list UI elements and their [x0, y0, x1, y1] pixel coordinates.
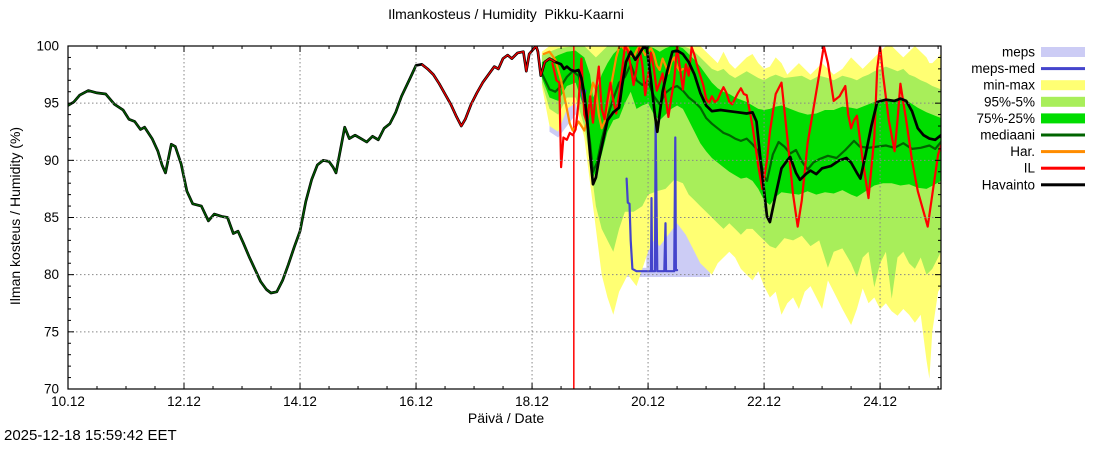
- y-tick-label: 70: [44, 382, 59, 397]
- x-axis-label: Päivä / Date: [467, 410, 545, 426]
- legend-label: 75%-25%: [976, 111, 1035, 126]
- legend-item-75-25-: 75%-25%: [976, 111, 1085, 126]
- legend-item-meps-med: meps-med: [971, 61, 1085, 76]
- x-tick-label: 14.12: [283, 394, 317, 409]
- plot-timestamp: 2025-12-18 15:59:42 EET: [4, 427, 177, 444]
- legend-swatch-line: [1041, 133, 1085, 137]
- legend-label: meps: [1002, 45, 1035, 60]
- y-tick-label: 100: [36, 39, 59, 54]
- gridlines: [68, 46, 941, 389]
- legend-swatch-line: [1041, 166, 1085, 170]
- x-tick-label: 16.12: [399, 394, 433, 409]
- x-tick-label: 20.12: [631, 394, 665, 409]
- legend-swatch-line: [1041, 183, 1085, 187]
- legend-label: meps-med: [971, 61, 1035, 76]
- plot-area: [68, 46, 941, 389]
- legend-item-mediaani: mediaani: [980, 128, 1085, 143]
- series-il-history: [421, 46, 556, 127]
- tick-labels: 10.12 12.12 14.12 16.12 18.12 20.12 22.12 24.12…: [36, 39, 897, 410]
- legend-item-har-: Har.: [1010, 144, 1085, 159]
- x-tick-label: 18.12: [515, 394, 549, 409]
- legend-label: Har.: [1010, 144, 1035, 159]
- y-axis-label: Ilman kosteus / Humidity (%): [7, 126, 23, 306]
- legend-swatch-line: [1041, 67, 1085, 71]
- axis-ticks: [67, 45, 941, 390]
- y-tick-label: 80: [44, 267, 59, 282]
- legend-label: mediaani: [980, 128, 1035, 143]
- x-tick-label: 10.12: [51, 394, 85, 409]
- series-mediaani-line: [540, 63, 941, 182]
- x-tick-label: 12.12: [167, 394, 201, 409]
- y-tick-label: 85: [44, 210, 59, 225]
- legend-swatch-band: [1041, 47, 1085, 57]
- legend-label: 95%-5%: [984, 94, 1035, 109]
- legend-swatch-band: [1041, 96, 1085, 107]
- page-title: Ilmankosteus / Humidity Pikku-Kaarni: [388, 6, 624, 22]
- series-mediaani-history: [68, 65, 417, 294]
- legend-item-95-5-: 95%-5%: [984, 94, 1085, 109]
- legend-label: IL: [1024, 161, 1036, 176]
- legend-swatch-band: [1041, 113, 1085, 124]
- x-tick-label: 24.12: [863, 394, 897, 409]
- y-tick-label: 75: [44, 324, 59, 339]
- legend-label: Havainto: [982, 177, 1035, 192]
- legend-item-havainto: Havainto: [982, 177, 1085, 192]
- y-tick-label: 95: [44, 96, 59, 111]
- legend-swatch-line: [1041, 150, 1085, 154]
- legend-item-min-max: min-max: [983, 78, 1085, 93]
- y-tick-label: 90: [44, 153, 59, 168]
- legend-swatch-band: [1041, 80, 1085, 91]
- legend-item-il: IL: [1024, 161, 1085, 176]
- x-tick-label: 22.12: [747, 394, 781, 409]
- legend-label: min-max: [983, 78, 1035, 93]
- legend-item-meps: meps: [1002, 45, 1085, 60]
